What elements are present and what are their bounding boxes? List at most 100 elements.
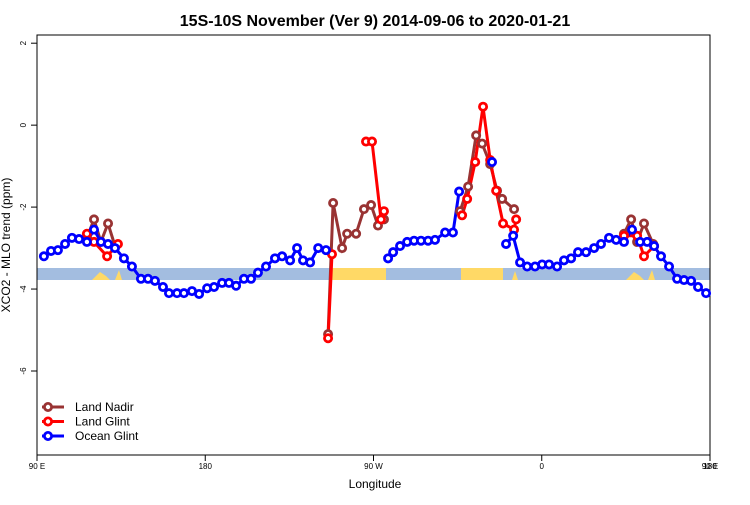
point: [664, 261, 675, 272]
legend-label: Land Glint: [75, 415, 130, 429]
point: [118, 253, 129, 264]
point: [367, 136, 378, 147]
point: [89, 214, 100, 225]
point: [321, 245, 332, 256]
point: [478, 101, 489, 112]
point: [378, 206, 389, 217]
point: [337, 243, 348, 254]
series-line: [85, 131, 655, 335]
x-tick-label: 90 E: [702, 462, 718, 471]
point: [649, 241, 660, 252]
point: [457, 210, 468, 221]
series-line: [85, 106, 656, 339]
y-tick-label: 2: [19, 40, 28, 45]
point: [462, 193, 473, 204]
legend-label: Ocean Glint: [75, 429, 139, 443]
point: [252, 267, 263, 278]
point: [328, 197, 339, 208]
point: [323, 333, 334, 344]
point: [639, 218, 650, 229]
point: [74, 234, 85, 245]
y-tick-label: -4: [19, 285, 28, 293]
point: [149, 275, 160, 286]
point: [701, 288, 712, 299]
point: [231, 280, 242, 291]
point: [509, 204, 520, 215]
y-tick-label: 0: [19, 122, 28, 127]
chart-title: 15S-10S November (Ver 9) 2014-09-06 to 2…: [180, 13, 571, 30]
point: [194, 288, 205, 299]
point: [642, 236, 653, 247]
surface-band: [37, 268, 710, 280]
point: [508, 230, 519, 241]
point: [366, 200, 377, 211]
point: [589, 243, 600, 254]
point: [552, 261, 563, 272]
x-tick-label: 90 E: [29, 462, 45, 471]
point: [52, 245, 63, 256]
point: [581, 247, 592, 258]
point: [470, 157, 481, 168]
legend-label: Land Nadir: [75, 400, 134, 414]
point: [285, 255, 296, 266]
point: [342, 228, 353, 239]
point: [375, 214, 386, 225]
x-tick-label: 180: [703, 462, 717, 471]
point: [440, 227, 451, 238]
point: [626, 214, 637, 225]
point: [163, 288, 174, 299]
point: [60, 238, 71, 249]
point: [596, 238, 607, 249]
y-tick-label: -2: [19, 203, 28, 211]
point: [656, 251, 667, 262]
point: [103, 218, 114, 229]
point: [277, 251, 288, 262]
y-axis-label: XCO2 - MLO trend (ppm): [0, 178, 13, 313]
point: [158, 281, 169, 292]
legend-marker: [43, 430, 54, 441]
point: [102, 251, 113, 262]
point: [454, 186, 465, 197]
y-tick-label: -6: [19, 367, 28, 375]
x-tick-label: 90 W: [364, 462, 383, 471]
point: [611, 234, 622, 245]
point: [693, 281, 704, 292]
point: [246, 273, 257, 284]
point: [487, 157, 498, 168]
point: [491, 185, 502, 196]
point: [383, 253, 394, 264]
point: [463, 181, 474, 192]
point: [511, 214, 522, 225]
point: [619, 236, 630, 247]
point: [126, 261, 137, 272]
point: [447, 227, 458, 238]
x-axis-label: Longitude: [349, 477, 402, 491]
point: [501, 238, 512, 249]
point: [544, 259, 555, 270]
point: [515, 257, 526, 268]
x-tick-label: 180: [199, 462, 213, 471]
point: [430, 234, 441, 245]
point: [498, 218, 509, 229]
point: [471, 130, 482, 141]
point: [573, 247, 584, 258]
point: [292, 243, 303, 254]
point: [566, 253, 577, 264]
point: [103, 238, 114, 249]
point: [178, 288, 189, 299]
point: [351, 228, 362, 239]
point: [522, 261, 533, 272]
point: [261, 261, 272, 272]
point: [209, 281, 220, 292]
point: [81, 236, 92, 247]
legend-marker: [43, 416, 54, 427]
point: [305, 257, 316, 268]
plot-frame: [36, 34, 711, 456]
point: [686, 275, 697, 286]
point: [89, 224, 100, 235]
point: [477, 138, 488, 149]
legend-marker: [43, 401, 54, 412]
point: [109, 243, 120, 254]
